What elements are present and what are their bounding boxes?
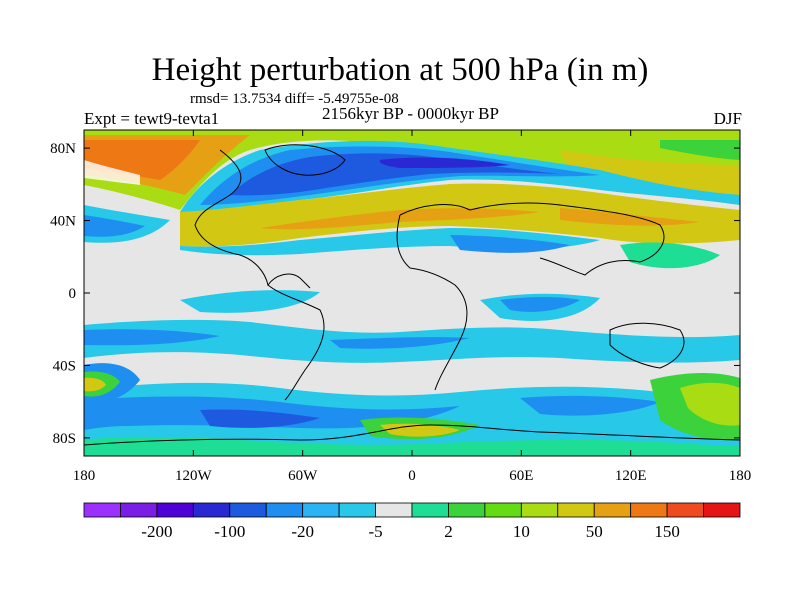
latitude-axis: 80N 40N 0 40S 80S [50, 141, 740, 447]
colorbar-bin [557, 502, 595, 518]
lat-tick-label: 0 [69, 286, 77, 302]
colorbar-label: -5 [368, 522, 382, 541]
longitude-axis: 180 120W 60W 0 60E 120E 180 [73, 130, 752, 484]
lat-tick-label: 40S [53, 358, 76, 374]
colorbar-bin [520, 502, 559, 518]
period-label: 2156kyr BP - 0000kyr BP [322, 104, 499, 123]
lat-tick-label: 80N [50, 141, 76, 157]
lat-tick-label: 40N [50, 214, 76, 230]
colorbar-label: -200 [141, 522, 172, 541]
coastlines [84, 144, 740, 446]
colorbar-label: 2 [444, 522, 453, 541]
colorbar-bin [120, 502, 158, 518]
colorbar-bin [229, 502, 267, 518]
colorbar: -200 -100 -20 -5 2 10 50 150 [83, 502, 741, 541]
lon-tick-label: 60E [509, 468, 533, 484]
colorbar-bin [375, 502, 413, 518]
colorbar-bin [703, 502, 741, 518]
colorbar-label: 150 [654, 522, 680, 541]
colorbar-bin [302, 502, 340, 518]
colorbar-bin [448, 502, 486, 518]
stats-label: rmsd= 13.7534 diff= -5.49755e-08 [190, 91, 399, 107]
lon-tick-label: 60W [288, 468, 318, 484]
colorbar-bin [630, 502, 668, 518]
lon-tick-label: 180 [73, 468, 96, 484]
colorbar-bin [156, 502, 194, 518]
colorbar-label: 50 [586, 522, 603, 541]
lon-tick-label: 120W [175, 468, 213, 484]
colorbar-bin [83, 502, 121, 518]
height-perturbation-field [84, 130, 740, 456]
colorbar-label: -20 [291, 522, 314, 541]
figure-title: Height perturbation at 500 hPa (in m) [151, 52, 649, 88]
lon-tick-label: 180 [729, 468, 752, 484]
colorbar-bin [192, 502, 231, 518]
colorbar-bin [338, 502, 376, 518]
lat-tick-label: 80S [53, 431, 76, 447]
season-label: DJF [713, 109, 742, 128]
experiment-label: Expt = tewt9-tevta1 [84, 109, 220, 128]
lon-tick-label: 0 [408, 468, 416, 484]
colorbar-bin [484, 502, 522, 518]
colorbar-label: 10 [513, 522, 530, 541]
colorbar-bin [593, 502, 632, 518]
lon-tick-label: 120E [615, 468, 647, 484]
colorbar-bin [265, 502, 304, 518]
colorbar-bin [411, 502, 449, 518]
colorbar-label: -100 [214, 522, 245, 541]
colorbar-bin [666, 502, 704, 518]
